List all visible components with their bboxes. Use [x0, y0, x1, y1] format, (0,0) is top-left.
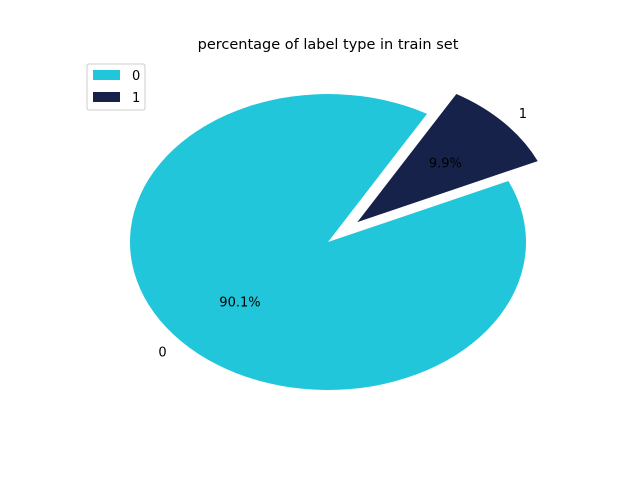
pie-slices: [129, 93, 538, 390]
slice-label-1: 1: [519, 107, 527, 122]
pie-labels: 0 90.1% 1 9.9%: [158, 107, 527, 361]
legend-label-0: 0: [132, 69, 140, 84]
legend-swatch-1: [93, 92, 120, 102]
legend: 0 1: [86, 63, 146, 111]
pie-slice-1: [357, 93, 538, 223]
slice-label-0: 0: [158, 345, 166, 360]
slice-percent-0: 90.1%: [219, 296, 260, 311]
pie-slice-0: [129, 93, 526, 390]
chart-title: percentage of label type in train set: [198, 37, 459, 53]
legend-label-1: 1: [132, 91, 140, 106]
slice-percent-1: 9.9%: [429, 156, 462, 171]
legend-swatch-0: [93, 70, 120, 80]
